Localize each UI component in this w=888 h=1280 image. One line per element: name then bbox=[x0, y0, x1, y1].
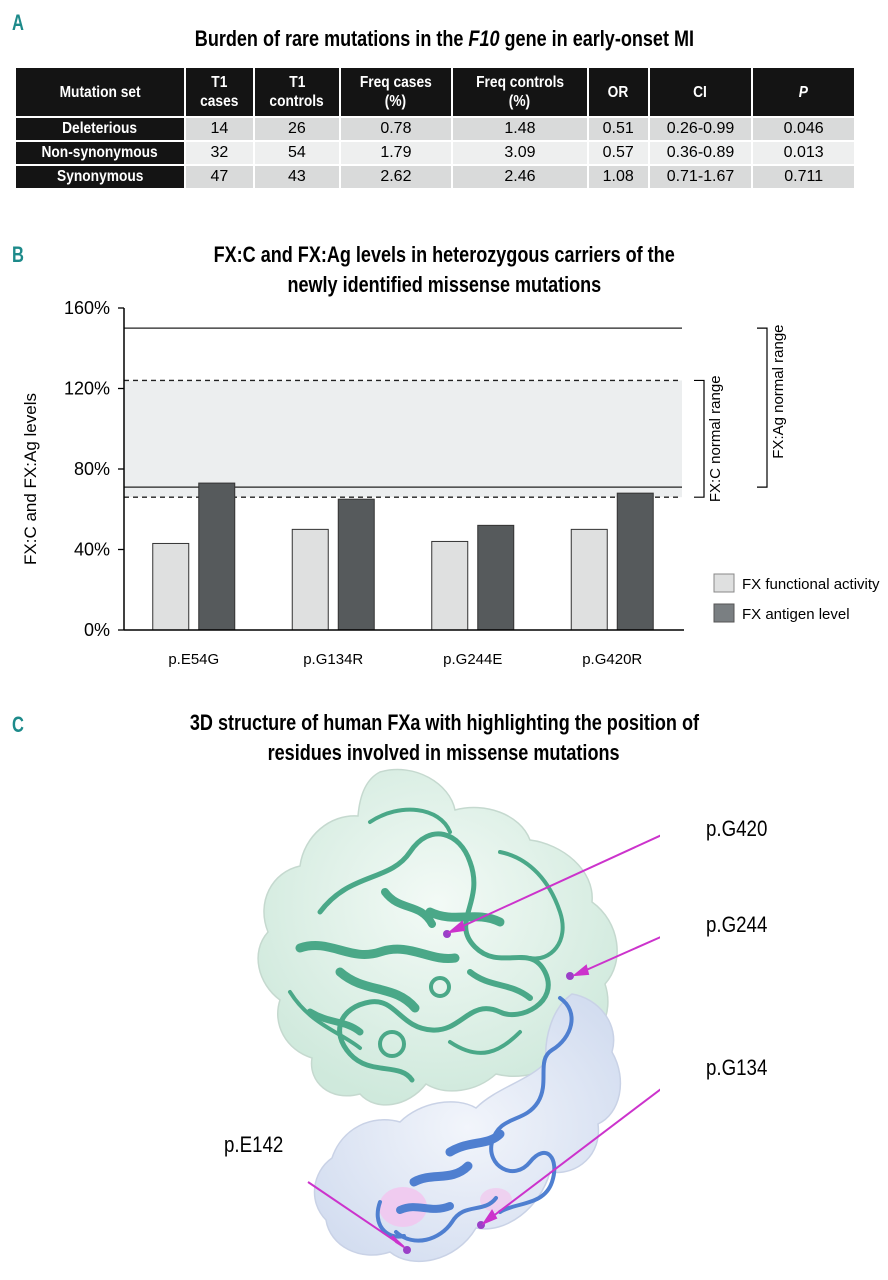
mutation-arrows bbox=[307, 834, 660, 1248]
bar-fxag-1 bbox=[337, 498, 375, 631]
cell-t1-cases: 47 bbox=[185, 166, 254, 188]
cell-ci: 0.36-0.89 bbox=[649, 142, 752, 164]
cell-t1-cases: 14 bbox=[185, 118, 254, 140]
header-t1-cases: T1 cases bbox=[185, 68, 254, 116]
bar-fxc-3 bbox=[570, 528, 608, 631]
cell-t1-controls: 43 bbox=[255, 166, 339, 188]
header-p: P bbox=[753, 68, 854, 116]
cell-t1-controls: 54 bbox=[255, 142, 339, 164]
cell-or: 0.51 bbox=[588, 118, 648, 140]
label-g244: p.G244 bbox=[706, 912, 768, 937]
x-tick-label: p.E54G bbox=[168, 651, 219, 668]
fxc-normal-band bbox=[124, 380, 682, 498]
y-tick-label: 120% bbox=[64, 379, 110, 399]
fxc-range-bracket bbox=[694, 379, 705, 498]
heavy-chain-surface bbox=[257, 768, 618, 1106]
header-freq-cases: Freq cases (%) bbox=[340, 68, 452, 116]
fxag-range-label: FX:Ag normal range bbox=[770, 325, 787, 459]
cell-freq-controls: 3.09 bbox=[453, 142, 587, 164]
y-tick-label: 160% bbox=[64, 298, 110, 318]
panel-a-title: Burden of rare mutations in the F10 gene… bbox=[0, 24, 888, 54]
residue-e142-marker bbox=[403, 1246, 411, 1254]
table-row: Non-synonymous 32 54 1.79 3.09 0.57 0.36… bbox=[16, 142, 854, 164]
arrow-g134 bbox=[483, 1088, 660, 1224]
bar-fxc-2 bbox=[431, 540, 469, 631]
cell-t1-cases: 32 bbox=[185, 142, 254, 164]
panel-b-title-line2: newly identified missense mutations bbox=[287, 272, 601, 297]
arrow-g244 bbox=[574, 936, 660, 976]
fxag-range-bracket bbox=[757, 327, 768, 488]
row-label: Synonymous bbox=[16, 166, 184, 188]
mutation-burden-table: Mutation set T1 cases T1 controls Freq cas… bbox=[14, 66, 856, 190]
x-tick-label: p.G420R bbox=[582, 651, 642, 668]
header-or: OR bbox=[588, 68, 648, 116]
y-tick-label: 0% bbox=[84, 620, 110, 640]
panel-b-letter: B bbox=[12, 242, 24, 267]
cell-p: 0.711 bbox=[753, 166, 854, 188]
label-e142: p.E142 bbox=[224, 1132, 284, 1157]
y-axis-label: FX:C and FX:Ag levels bbox=[21, 393, 40, 565]
x-tick-label: p.G134R bbox=[303, 651, 363, 668]
arrow-e142 bbox=[307, 1181, 405, 1248]
header-t1-controls: T1 controls bbox=[255, 68, 339, 116]
label-g134: p.G134 bbox=[706, 1055, 768, 1080]
panel-b-title: FX:C and FX:Ag levels in heterozygous ca… bbox=[0, 240, 888, 300]
panel-c-title-line1: 3D structure of human FXa with highlight… bbox=[189, 710, 699, 735]
cell-t1-controls: 26 bbox=[255, 118, 339, 140]
panel-a-title-pre: Burden of rare mutations in the bbox=[194, 26, 469, 51]
panel-c-title-line2: residues involved in missense mutations bbox=[268, 740, 620, 765]
cell-p: 0.046 bbox=[753, 118, 854, 140]
panel-a-letter: A bbox=[12, 10, 24, 35]
header-ci: CI bbox=[649, 68, 752, 116]
header-freq-controls: Freq controls (%) bbox=[453, 68, 587, 116]
cell-freq-cases: 1.79 bbox=[340, 142, 452, 164]
header-mutation-set: Mutation set bbox=[16, 68, 184, 116]
panel-c-title: 3D structure of human FXa with highlight… bbox=[0, 708, 888, 768]
y-tick-label: 80% bbox=[74, 459, 110, 479]
fx-levels-chart: p.E54G p.G134R p.G244E p.G420R 0% 40% 80% 120% 1… bbox=[21, 298, 880, 668]
cell-ci: 0.26-0.99 bbox=[649, 118, 752, 140]
row-label: Deleterious bbox=[16, 118, 184, 140]
legend-swatch-fxag bbox=[713, 603, 735, 623]
legend-label-fxag: FX antigen level bbox=[742, 606, 850, 623]
cell-freq-controls: 1.48 bbox=[453, 118, 587, 140]
y-tick-label: 40% bbox=[74, 540, 110, 560]
bar-fxc-0 bbox=[152, 542, 190, 631]
cell-freq-cases: 0.78 bbox=[340, 118, 452, 140]
cell-or: 0.57 bbox=[588, 142, 648, 164]
bar-fxag-3 bbox=[616, 492, 654, 631]
bar-fxag-0 bbox=[198, 482, 236, 631]
label-g420: p.G420 bbox=[706, 816, 768, 841]
cell-freq-cases: 2.62 bbox=[340, 166, 452, 188]
bar-fxag-2 bbox=[477, 524, 515, 631]
panel-a-title-post: gene in early-onset MI bbox=[499, 26, 694, 51]
light-chain-ribbon bbox=[375, 996, 574, 1243]
legend-label-fxc: FX functional activity bbox=[742, 576, 880, 593]
bar-fxc-1 bbox=[291, 528, 329, 631]
panel-b-title-line1: FX:C and FX:Ag levels in heterozygous ca… bbox=[213, 242, 675, 267]
arrow-g420 bbox=[449, 834, 660, 933]
row-label: Non-synonymous bbox=[16, 142, 184, 164]
table-row: Deleterious 14 26 0.78 1.48 0.51 0.26-0.… bbox=[16, 118, 854, 140]
panel-c-letter: C bbox=[12, 712, 24, 737]
fxc-range-label: FX:C normal range bbox=[707, 375, 724, 502]
table-header-row: Mutation set T1 cases T1 controls Freq cas… bbox=[16, 68, 854, 116]
cell-freq-controls: 2.46 bbox=[453, 166, 587, 188]
fxa-3d-structure bbox=[257, 768, 660, 1263]
cell-p: 0.013 bbox=[753, 142, 854, 164]
residue-g244-marker bbox=[566, 972, 574, 980]
cell-or: 1.08 bbox=[588, 166, 648, 188]
table-row: Synonymous 47 43 2.62 2.46 1.08 0.71-1.6… bbox=[16, 166, 854, 188]
panel-a-title-gene: F10 bbox=[468, 26, 500, 51]
heavy-chain-ribbon bbox=[288, 807, 565, 1083]
cell-ci: 0.71-1.67 bbox=[649, 166, 752, 188]
x-tick-label: p.G244E bbox=[443, 651, 502, 668]
legend-swatch-fxc bbox=[713, 573, 735, 593]
